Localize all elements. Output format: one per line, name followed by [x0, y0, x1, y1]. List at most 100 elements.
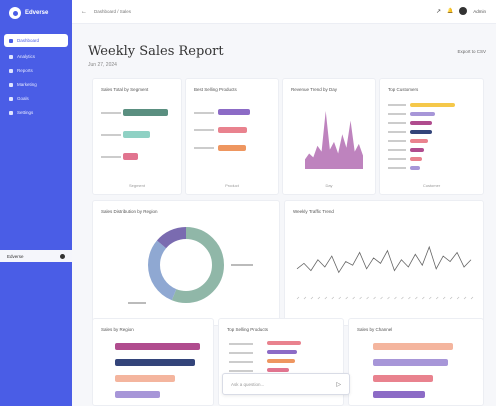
- topbar-user-name[interactable]: Admin: [473, 8, 486, 14]
- bar: [115, 359, 195, 366]
- bar: [218, 109, 250, 115]
- x-tick: [380, 296, 383, 300]
- row-label: [388, 131, 406, 133]
- card-best-selling: Best Selling Products Product: [185, 78, 279, 195]
- bar: [123, 131, 150, 138]
- sidebar-item-marketing[interactable]: Marketing: [4, 78, 68, 91]
- bar: [410, 166, 420, 170]
- ask-question-input[interactable]: Ask a question... ▷: [222, 373, 350, 395]
- bar: [410, 148, 424, 152]
- page-title: Weekly Sales Report: [88, 44, 224, 59]
- area-series: [305, 111, 363, 169]
- settings-icon: [9, 110, 13, 115]
- slice-label: [128, 302, 146, 304]
- marketing-icon: [9, 82, 13, 87]
- row-label: [388, 149, 406, 151]
- bar: [267, 359, 295, 363]
- sidebar-user-name: Edverse: [7, 253, 24, 259]
- x-tick: [449, 296, 453, 300]
- donut-slice-3: [148, 227, 224, 303]
- back-arrow-icon[interactable]: ←: [81, 9, 87, 15]
- sidebar-item-label: Analytics: [17, 54, 36, 59]
- x-tick: [422, 296, 425, 300]
- x-tick: [394, 296, 397, 300]
- row-label: [229, 370, 253, 372]
- user-avatar-icon: [60, 253, 65, 259]
- share-icon[interactable]: ↗: [435, 8, 441, 15]
- slice-label: [231, 264, 253, 266]
- x-tick: [352, 296, 355, 300]
- donut-slice-2: [148, 227, 224, 303]
- row-label: [101, 112, 121, 114]
- x-tick: [429, 296, 432, 300]
- bar: [410, 103, 455, 107]
- x-tick: [338, 296, 341, 300]
- card-title: Top Selling Products: [227, 327, 269, 332]
- x-tick: [442, 296, 446, 300]
- bar: [267, 350, 297, 354]
- bar: [115, 343, 200, 350]
- x-tick: [331, 296, 335, 300]
- bar: [410, 112, 435, 116]
- card-title: Sales by Region: [101, 327, 134, 332]
- card-top-customers: Top Customers Customer: [379, 78, 484, 195]
- x-tick: [415, 296, 418, 300]
- reports-icon: [9, 68, 13, 73]
- row-label: [388, 140, 406, 142]
- donut-chart: [128, 227, 253, 304]
- row-label: [194, 129, 214, 131]
- sidebar: Edverse Dashboard Analytics Reports Mark…: [0, 0, 72, 406]
- sidebar-item-dashboard[interactable]: Dashboard: [4, 34, 68, 47]
- sidebar-item-goals[interactable]: Goals: [4, 92, 68, 105]
- breadcrumb[interactable]: Dashboard / Sales: [94, 9, 132, 14]
- x-tick: [470, 296, 474, 300]
- sidebar-user[interactable]: Edverse: [0, 250, 72, 262]
- card-title: Revenue Trend by Day: [291, 87, 338, 92]
- sidebar-item-label: Dashboard: [17, 38, 40, 43]
- bar: [267, 341, 301, 345]
- sidebar-item-label: Marketing: [17, 82, 37, 87]
- sidebar-item-label: Settings: [17, 110, 34, 115]
- x-tick: [373, 296, 376, 300]
- bell-icon[interactable]: 🔔: [447, 8, 454, 14]
- sidebar-item-reports[interactable]: Reports: [4, 64, 68, 77]
- brand-name: Edverse: [25, 10, 49, 16]
- bar: [115, 375, 175, 382]
- x-tick: [359, 296, 362, 300]
- row-label: [194, 147, 214, 149]
- bar: [373, 343, 453, 350]
- card-title: Sales by Channel: [357, 327, 393, 332]
- row-label: [388, 104, 406, 106]
- bar: [267, 368, 289, 372]
- x-tick: [324, 296, 328, 300]
- send-icon[interactable]: ▷: [336, 381, 341, 388]
- main-content: Weekly Sales Report Jun 27, 2024 Export …: [72, 24, 496, 406]
- axis-label: Product: [225, 183, 239, 188]
- axis-label: Customer: [422, 183, 441, 188]
- x-tick: [387, 296, 390, 300]
- card-title: Sales Distribution by Region: [101, 209, 158, 214]
- line-series: [296, 245, 472, 274]
- row-label: [194, 112, 214, 114]
- brand-logo-icon: [9, 7, 21, 19]
- axis-label: Segment: [128, 183, 145, 188]
- x-tick: [296, 296, 300, 300]
- search-placeholder: Ask a question...: [231, 381, 265, 387]
- export-link[interactable]: Export to CSV: [457, 49, 486, 54]
- sidebar-item-analytics[interactable]: Analytics: [4, 50, 68, 63]
- card-title: Sales Total by Segment: [101, 87, 149, 92]
- avatar[interactable]: [459, 7, 468, 15]
- row-label: [101, 134, 121, 136]
- bar: [218, 127, 247, 133]
- bar: [410, 130, 432, 134]
- sidebar-item-settings[interactable]: Settings: [4, 106, 68, 119]
- brand-logo[interactable]: Edverse: [9, 7, 48, 19]
- top-bar: ← Dashboard / Sales ↗ 🔔 Admin: [72, 0, 496, 24]
- row-label: [229, 361, 253, 363]
- line-chart: [296, 245, 474, 300]
- x-tick: [435, 296, 439, 300]
- row-label: [388, 158, 406, 160]
- card-weekly-traffic: Weekly Traffic Trend: [284, 200, 484, 326]
- bar: [218, 145, 246, 151]
- card-sales-by-segment: Sales Total by Segment Segment: [92, 78, 182, 195]
